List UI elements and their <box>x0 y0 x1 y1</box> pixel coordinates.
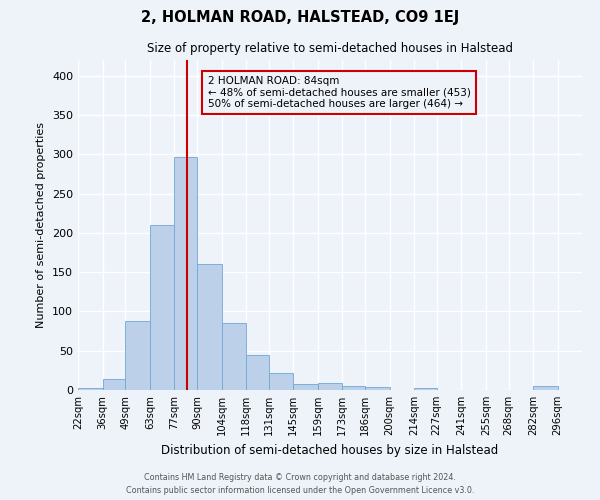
Bar <box>78 388 103 390</box>
Title: Size of property relative to semi-detached houses in Halstead: Size of property relative to semi-detach… <box>147 42 513 54</box>
Bar <box>533 386 557 390</box>
Y-axis label: Number of semi-detached properties: Number of semi-detached properties <box>37 122 46 328</box>
Text: 2 HOLMAN ROAD: 84sqm
← 48% of semi-detached houses are smaller (453)
50% of semi: 2 HOLMAN ROAD: 84sqm ← 48% of semi-detac… <box>208 76 470 109</box>
Bar <box>269 372 293 390</box>
Bar <box>125 321 150 390</box>
Bar <box>150 225 174 390</box>
Text: Contains HM Land Registry data © Crown copyright and database right 2024.
Contai: Contains HM Land Registry data © Crown c… <box>126 474 474 495</box>
Bar <box>221 323 246 390</box>
Bar <box>103 379 125 390</box>
Bar <box>174 156 197 390</box>
Bar <box>414 388 437 390</box>
Bar <box>318 383 342 390</box>
Bar <box>293 384 318 390</box>
Text: 2, HOLMAN ROAD, HALSTEAD, CO9 1EJ: 2, HOLMAN ROAD, HALSTEAD, CO9 1EJ <box>141 10 459 25</box>
Bar <box>197 264 221 390</box>
X-axis label: Distribution of semi-detached houses by size in Halstead: Distribution of semi-detached houses by … <box>161 444 499 456</box>
Bar <box>342 386 365 390</box>
Bar <box>246 356 269 390</box>
Bar <box>365 387 389 390</box>
